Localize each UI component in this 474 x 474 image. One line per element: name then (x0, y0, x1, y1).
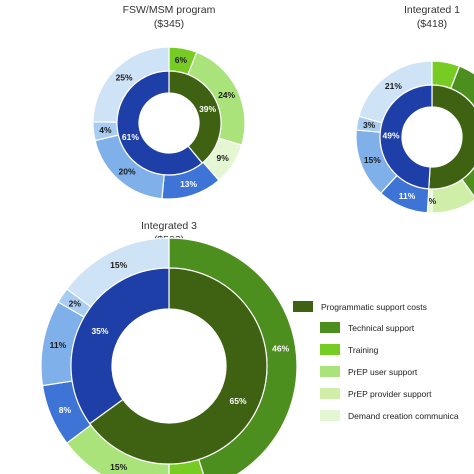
chart-3-inner-label-2: 35% (91, 326, 108, 336)
chart-2-subtitle: ($418) (417, 18, 447, 30)
legend: Programmatic support costs Technical sup… (293, 301, 459, 421)
donut-integrated-1: 1% 11% 15% 3% 21% 49% (355, 60, 474, 214)
chart-3-inner-slice-2 (70, 267, 170, 425)
donut-integrated-3: 46% 5% 15% 8% 11% 2% 15% 65% 35% (40, 237, 298, 474)
legend-label-prep-provider-support: PrEP provider support (348, 389, 432, 399)
chart-2-outer-label-7: 3% (363, 120, 376, 130)
chart-3-outer-label-5: 11% (50, 340, 67, 350)
chart-1-outer-label-5: 20% (119, 166, 136, 176)
chart-2-outer-label-6: 15% (364, 155, 381, 165)
legend-label-programmatic-support: Programmatic support costs (321, 302, 427, 312)
chart-3-inner-label-1: 65% (230, 396, 247, 406)
legend-swatch-prep-provider-support (320, 388, 340, 399)
legend-swatch-technical-support (320, 322, 340, 333)
chart-1-inner-label-2: 61% (122, 132, 139, 142)
chart-1-inner-label-1: 39% (199, 104, 216, 114)
chart-3-outer-label-1: 46% (272, 344, 289, 354)
legend-label-training: Training (348, 345, 379, 355)
chart-2-title: Integrated 1 (404, 4, 460, 16)
chart-1-outer-label-2: 24% (218, 90, 235, 100)
chart-3-title: Integrated 3 (141, 220, 197, 232)
chart-2-outer-slice-2 (450, 65, 474, 198)
chart-1-outer-label-4: 13% (180, 179, 197, 189)
chart-3-outer-label-4: 8% (59, 405, 72, 415)
legend-label-technical-support: Technical support (348, 323, 415, 333)
chart-1-outer-label-1: 6% (175, 55, 188, 65)
chart-3-outer-label-7: 15% (110, 260, 127, 270)
chart-2-outer-label-4: 1% (424, 196, 437, 206)
chart-2-inner-label-2: 49% (383, 131, 400, 141)
chart-3-outer-label-6: 2% (69, 299, 82, 309)
chart-1-outer-label-3: 9% (217, 153, 230, 163)
chart-1-outer-label-7: 25% (116, 72, 133, 82)
chart-1-inner-slice-1 (168, 70, 222, 164)
chart-1-outer-label-6: 4% (99, 125, 112, 135)
legend-swatch-demand-creation (320, 410, 340, 421)
chart-3-outer-label-3: 15% (110, 462, 127, 472)
legend-label-demand-creation: Demand creation communica (348, 411, 459, 421)
chart-2-inner-slice-2 (379, 84, 433, 190)
chart-1-inner-slice-2 (116, 70, 203, 176)
chart-3-outer-label-2: 5% (180, 473, 193, 474)
legend-swatch-programmatic-support (293, 301, 313, 312)
chart-1-title: FSW/MSM program (123, 4, 216, 16)
chart-2-outer-label-8: 21% (385, 81, 402, 91)
chart-1-subtitle: ($345) (154, 18, 184, 30)
donut-fsw-msm: 6% 24% 9% 13% 20% 4% 25% 39% 61% (92, 46, 246, 200)
chart-3-inner-slice-1 (88, 267, 268, 465)
chart-2-inner-slice-1 (428, 84, 474, 190)
legend-label-prep-user-support: PrEP user support (348, 367, 418, 377)
chart-2-outer-label-5: 11% (399, 191, 416, 201)
legend-swatch-prep-user-support (320, 366, 340, 377)
legend-swatch-training (320, 344, 340, 355)
